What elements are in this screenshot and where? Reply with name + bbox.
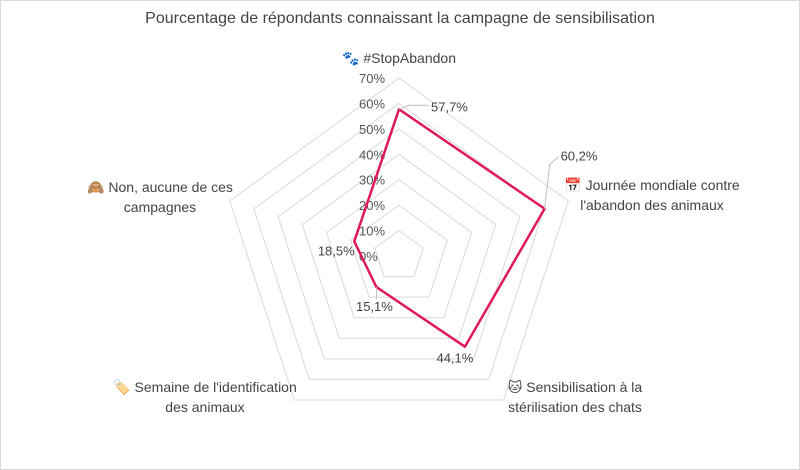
data-label: 60,2% — [561, 149, 598, 164]
grid-ring-3 — [325, 179, 473, 319]
tick-label: 50% — [359, 122, 385, 137]
category-label: 🐾 #StopAbandon — [342, 50, 456, 67]
grid-ring-1 — [374, 229, 424, 278]
tick-label: 40% — [359, 147, 385, 162]
radar-grid — [229, 77, 569, 401]
category-label: 🏷️ Semaine de l'identification des animau… — [113, 379, 297, 415]
grid-ring-7 — [229, 77, 569, 401]
tick-label: 60% — [359, 96, 385, 111]
label-leader-lines — [375, 104, 559, 300]
grid-ring-5 — [277, 128, 521, 360]
data-label: 18,5% — [318, 243, 355, 258]
category-label: 🐱 Sensibilisation à la stérilisation des … — [508, 379, 643, 415]
grid-ring-4 — [301, 153, 497, 339]
tick-label: 30% — [359, 173, 385, 188]
category-label: 📅 Journée mondiale contre l'abandon des a… — [564, 177, 740, 213]
leader-line — [398, 104, 429, 110]
tick-label: 10% — [359, 224, 385, 239]
data-label: 44,1% — [436, 351, 473, 366]
category-label: 🙈 Non, aucune de ces campagnes — [87, 179, 233, 215]
data-labels: 57,7% 60,2% 44,1% 15,1% 18,5% — [318, 99, 598, 365]
data-series — [353, 108, 546, 348]
tick-label: 20% — [359, 198, 385, 213]
data-label: 15,1% — [356, 299, 393, 314]
tick-label: 70% — [359, 71, 385, 86]
chart-title: Pourcentage de répondants connaissant la… — [145, 10, 655, 27]
category-labels: 🐾 #StopAbandon 📅 Journée mondiale contre l… — [87, 50, 740, 415]
radial-tick-labels: 0%10%20%30%40%50%60%70% — [359, 71, 385, 264]
series-line — [353, 108, 546, 348]
data-label: 57,7% — [431, 99, 468, 114]
leader-line — [544, 156, 559, 209]
grid-ring-2 — [350, 204, 448, 298]
